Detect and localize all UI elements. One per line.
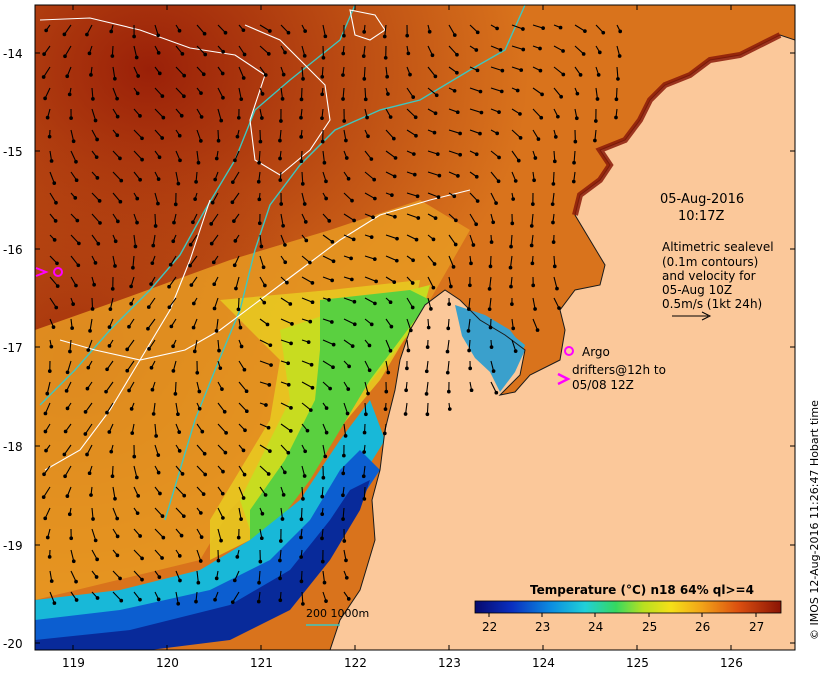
latitude-label: -16 — [3, 243, 23, 257]
argo-legend-icon — [564, 346, 574, 356]
argo-float-marker — [35, 267, 63, 277]
longitude-label: 124 — [532, 656, 555, 670]
latitude-label: -15 — [3, 145, 23, 159]
latitude-label: -18 — [3, 440, 23, 454]
velocity-scale-arrow — [672, 311, 712, 321]
longitude-label: 119 — [62, 656, 85, 670]
longitude-axis: 119 120 121 122 123 124 125 126 — [62, 5, 743, 670]
colorbar-tick-label: 23 — [535, 620, 550, 634]
map-area — [35, 5, 795, 650]
kimberley-land — [330, 5, 795, 650]
colorbar-tick-label: 25 — [642, 620, 657, 634]
altimetry-line-5: 0.5m/s (1kt 24h) — [662, 297, 762, 311]
drifter-legend-line-1: drifters@12h to — [572, 363, 666, 377]
drifter-legend: drifters@12h to 05/08 12Z — [557, 363, 666, 392]
sealevel-contours — [39, 9, 471, 471]
argo-legend-label: Argo — [582, 345, 610, 359]
colorbar-tick-label: 27 — [749, 620, 764, 634]
colorbar-tick-label: 26 — [695, 620, 710, 634]
latitude-label: -19 — [3, 539, 23, 553]
argo-legend: Argo — [564, 345, 610, 359]
bathymetry-legend-label: 200 1000m — [306, 607, 369, 620]
latitude-label: -14 — [3, 47, 23, 61]
image-time: 10:17Z — [678, 209, 724, 224]
longitude-label: 121 — [250, 656, 273, 670]
altimetry-line-1: Altimetric sealevel — [662, 240, 774, 254]
altimetry-line-2: (0.1m contours) — [662, 255, 758, 269]
altimetry-caption: Altimetric sealevel (0.1m contours) and … — [662, 240, 774, 321]
velocity-arrows — [41, 24, 623, 606]
longitude-label: 125 — [626, 656, 649, 670]
longitude-label: 122 — [344, 656, 367, 670]
longitude-label: 123 — [438, 656, 461, 670]
longitude-label: 120 — [156, 656, 179, 670]
latitude-label: -17 — [3, 341, 23, 355]
imos-credit: © IMOS 12-Aug-2016 11:26:47 Hobart time — [808, 400, 820, 640]
colorbar-title: Temperature (°C) n18 64% ql>=4 — [530, 583, 754, 597]
altimetry-line-4: 05-Aug 10Z — [662, 283, 732, 297]
drifter-legend-icon — [557, 372, 571, 386]
colorbar: Temperature (°C) n18 64% ql>=4 22 23 24 25 2… — [474, 583, 782, 634]
bathymetry-legend: 200 1000m — [306, 607, 369, 626]
latitude-label: -20 — [3, 637, 23, 651]
drifter-legend-line-2: 05/08 12Z — [572, 378, 634, 392]
longitude-label: 126 — [720, 656, 743, 670]
colorbar-tick-label: 22 — [482, 620, 497, 634]
image-date: 05-Aug-2016 — [660, 192, 744, 207]
latitude-axis: -14 -15 -16 -17 -18 -19 -20 — [3, 47, 795, 651]
altimetry-line-3: and velocity for — [662, 269, 756, 283]
colorbar-tick-label: 24 — [588, 620, 603, 634]
bathymetry-contour-200m — [164, 5, 526, 521]
colorbar-gradient — [474, 600, 782, 614]
